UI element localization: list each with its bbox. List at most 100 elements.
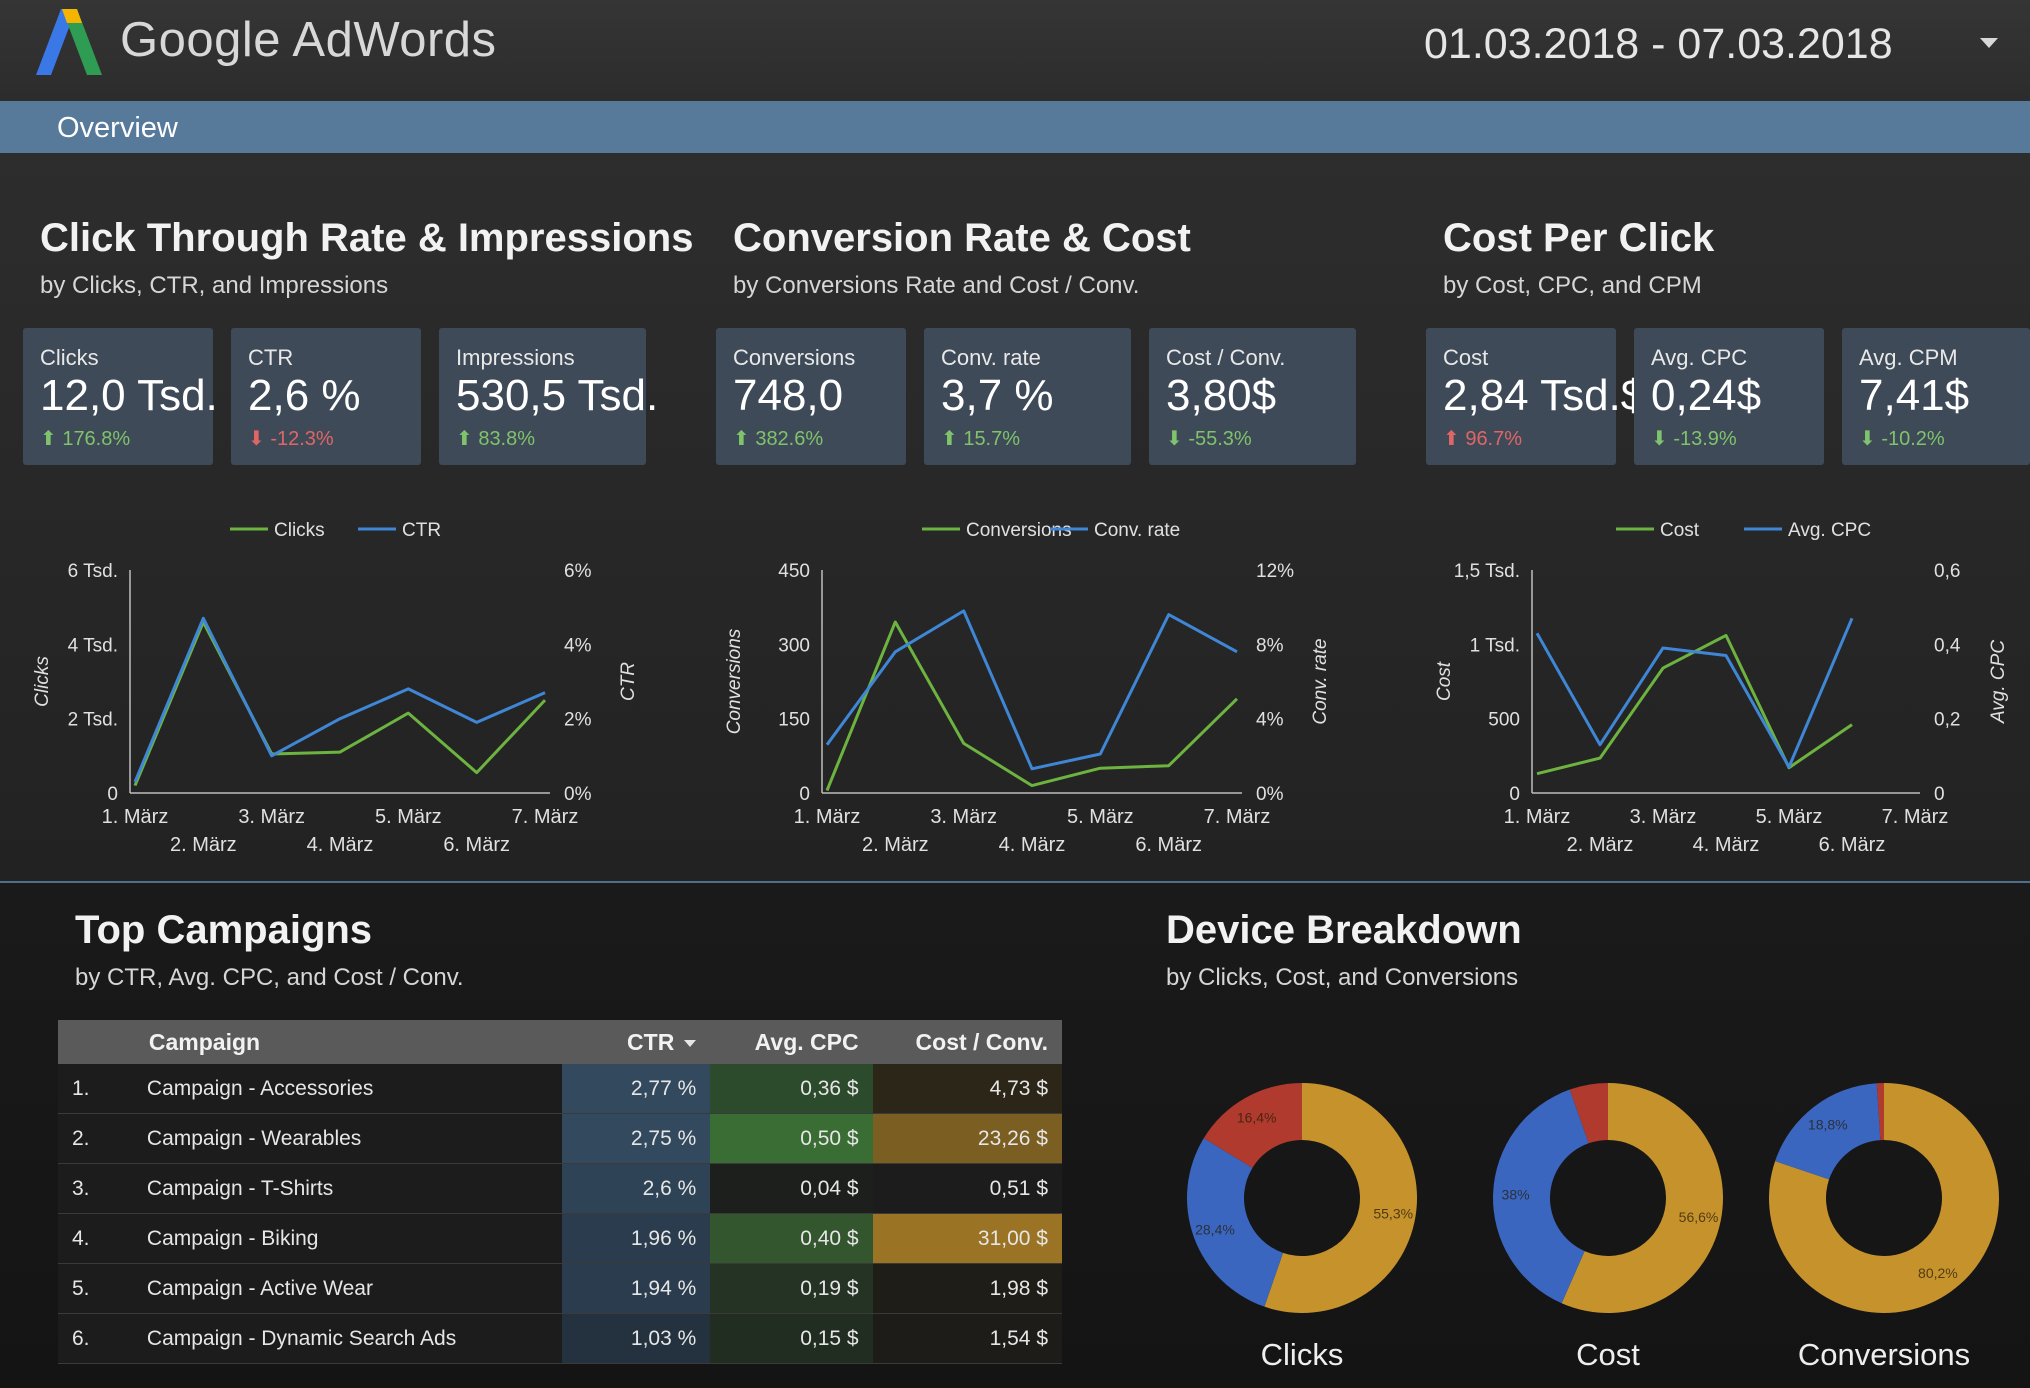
avg-cpc-cell: 0,50 $ <box>710 1113 873 1164</box>
x-tick-label: 4. März <box>1693 834 1760 856</box>
x-tick-label: 3. März <box>930 806 997 828</box>
donut-chart-clicks: 55,3% 28,4% 16,4% Clicks <box>1187 1083 1417 1372</box>
table-row[interactable]: 5. Campaign - Active Wear 1,94 % 0,19 $1,98… <box>58 1263 1062 1314</box>
donut-slice <box>1493 1089 1589 1304</box>
kpi-card-avg-cpm: Avg. CPM 7,41$ ⬇ -10.2% <box>1842 328 2030 465</box>
column-cost-conv-header[interactable]: Cost / Conv. <box>872 1020 1062 1064</box>
overview-panel <box>0 153 2030 881</box>
table-row[interactable]: 1. Campaign - Accessories 2,77 % 0,36 $4,73… <box>58 1064 1062 1114</box>
x-tick-label: 6. März <box>1819 834 1886 856</box>
x-tick-label: 5. März <box>1067 806 1134 828</box>
x-tick-label: 2. März <box>1567 834 1634 856</box>
y-tick-label: 2 Tsd. <box>68 710 118 731</box>
sort-desc-icon <box>684 1039 697 1047</box>
legend-label: Clicks <box>274 520 325 541</box>
x-tick-label: 5. März <box>375 806 442 828</box>
slice-label: 18,8% <box>1808 1117 1848 1133</box>
ctr-cell: 2,77 % <box>561 1064 711 1114</box>
table-row[interactable]: 3. Campaign - T-Shirts 2,6 % 0,04 $0,51 $ <box>58 1163 1062 1214</box>
y2-tick-label: 0,6 <box>1934 561 1960 582</box>
y2-tick-label: 0,4 <box>1934 635 1961 656</box>
x-tick-label: 3. März <box>238 806 305 828</box>
y2-tick-label: 2% <box>564 710 592 731</box>
campaign-name-cell: Campaign - Dynamic Search Ads <box>132 1313 562 1364</box>
app-header: Google AdWords 01.03.2018 - 07.03.2018 <box>0 0 2030 101</box>
chevron-down-icon[interactable] <box>1980 38 1998 48</box>
slice-label: 55,3% <box>1373 1205 1413 1221</box>
avg-cpc-cell: 0,36 $ <box>710 1064 873 1114</box>
kpi-delta: ⬆ 176.8% <box>40 428 131 450</box>
donut-slice <box>1561 1083 1723 1313</box>
slice-label: 80,2% <box>1918 1265 1958 1281</box>
kpi-card-avg-cpc: Avg. CPC 0,24$ ⬇ -13.9% <box>1634 328 1824 465</box>
y2-tick-label: 4% <box>564 635 592 656</box>
kpi-label: Avg. CPM <box>1859 345 1958 370</box>
campaign-name-cell: Campaign - Active Wear <box>132 1263 562 1314</box>
kpi-card-clicks: Clicks 12,0 Tsd. ⬆ 176.8% <box>23 328 218 465</box>
column-campaign-header[interactable]: Campaign <box>132 1020 562 1064</box>
ctr-cell: 2,75 % <box>561 1113 711 1164</box>
kpi-value: 0,24$ <box>1651 371 1762 420</box>
kpi-value: 748,0 <box>733 371 844 420</box>
avg-cpc-cell: 0,04 $ <box>710 1163 873 1214</box>
donut-chart-conversions: 80,2% 18,8% Conversions <box>1769 1083 1999 1372</box>
kpi-card-cost-per-conv: Cost / Conv. 3,80$ ⬇ -55.3% <box>1149 328 1356 465</box>
ctr-cell: 1,96 % <box>561 1213 711 1264</box>
y-tick-label: 150 <box>778 710 810 731</box>
kpi-delta: ⬆ 382.6% <box>733 428 824 450</box>
date-range-picker[interactable]: 01.03.2018 - 07.03.2018 <box>1424 20 1893 68</box>
kpi-value: 7,41$ <box>1859 371 1970 420</box>
campaigns-table: Campaign CTR Avg. CPC Cost / Conv. 1. Cam… <box>58 1020 1062 1364</box>
kpi-value: 530,5 Tsd. <box>456 371 659 420</box>
section-subtitle-devices: by Clicks, Cost, and Conversions <box>1166 964 1519 991</box>
donut-slice <box>1775 1083 1881 1180</box>
kpi-value: 2,84 Tsd.$ <box>1443 371 1646 420</box>
x-tick-label: 2. März <box>170 834 237 856</box>
campaign-name-cell: Campaign - Wearables <box>132 1113 562 1164</box>
y-tick-label: 0 <box>1509 784 1520 805</box>
cost-conv-cell: 0,51 $ <box>872 1163 1062 1214</box>
donut-chart-cost: 56,6% 38% Cost <box>1493 1083 1723 1372</box>
kpi-label: Clicks <box>40 345 99 370</box>
kpi-label: CTR <box>248 345 294 370</box>
y-tick-label: 4 Tsd. <box>68 635 118 656</box>
legend-label: Conversions <box>966 520 1072 541</box>
y2-tick-label: 0,2 <box>1934 710 1960 731</box>
adwords-logo-icon <box>36 9 102 75</box>
y-axis-title: Conversions <box>724 628 745 734</box>
kpi-delta: ⬆ 83.8% <box>456 428 536 450</box>
kpi-label: Avg. CPC <box>1651 345 1748 370</box>
line-chart-cost-cpc: Cost Avg. CPC 0 500 1 Tsd. 1,5 Tsd. 0 0,2 0,4 0,6… <box>1434 520 2009 856</box>
donut-slice <box>1264 1083 1417 1313</box>
row-index: 1. <box>58 1064 133 1114</box>
series-line-conv-rate <box>825 609 1238 771</box>
column-ctr-header[interactable]: CTR <box>561 1020 711 1064</box>
kpi-delta: ⬇ -13.9% <box>1651 428 1737 450</box>
table-row[interactable]: 2. Campaign - Wearables 2,75 % 0,50 $23,26 … <box>58 1113 1062 1164</box>
kpi-label: Cost / Conv. <box>1166 345 1286 370</box>
y-tick-label: 6 Tsd. <box>68 561 118 582</box>
section-title-cpc: Cost Per Click <box>1443 216 1715 260</box>
kpi-value: 12,0 Tsd. <box>40 371 218 420</box>
column-avg-cpc-header[interactable]: Avg. CPC <box>710 1020 873 1064</box>
donut-slice <box>1876 1083 1884 1141</box>
table-row[interactable]: 6. Campaign - Dynamic Search Ads 1,03 % 0,1… <box>58 1313 1062 1364</box>
kpi-value: 3,7 % <box>941 371 1054 420</box>
x-tick-label: 1. März <box>1504 806 1571 828</box>
donut-slice <box>1769 1083 1999 1313</box>
slice-label: 56,6% <box>1679 1209 1719 1225</box>
avg-cpc-cell: 0,40 $ <box>710 1213 873 1264</box>
kpi-delta: ⬆ 96.7% <box>1443 428 1523 450</box>
ctr-cell: 1,03 % <box>561 1313 711 1364</box>
section-title-campaigns: Top Campaigns <box>75 908 373 952</box>
kpi-value: 2,6 % <box>248 371 361 420</box>
table-row[interactable]: 4. Campaign - Biking 1,96 % 0,40 $31,00 $ <box>58 1213 1062 1264</box>
legend-label: Conv. rate <box>1094 520 1180 541</box>
avg-cpc-cell: 0,15 $ <box>710 1313 873 1364</box>
tab-overview[interactable]: Overview <box>57 112 178 144</box>
campaign-name-cell: Campaign - Biking <box>132 1213 562 1264</box>
column-ctr-label: CTR <box>627 1028 675 1055</box>
y2-axis-title: Avg. CPC <box>1988 640 2009 724</box>
section-subtitle-ctr: by Clicks, CTR, and Impressions <box>40 272 389 299</box>
donut-slice <box>1187 1138 1284 1307</box>
